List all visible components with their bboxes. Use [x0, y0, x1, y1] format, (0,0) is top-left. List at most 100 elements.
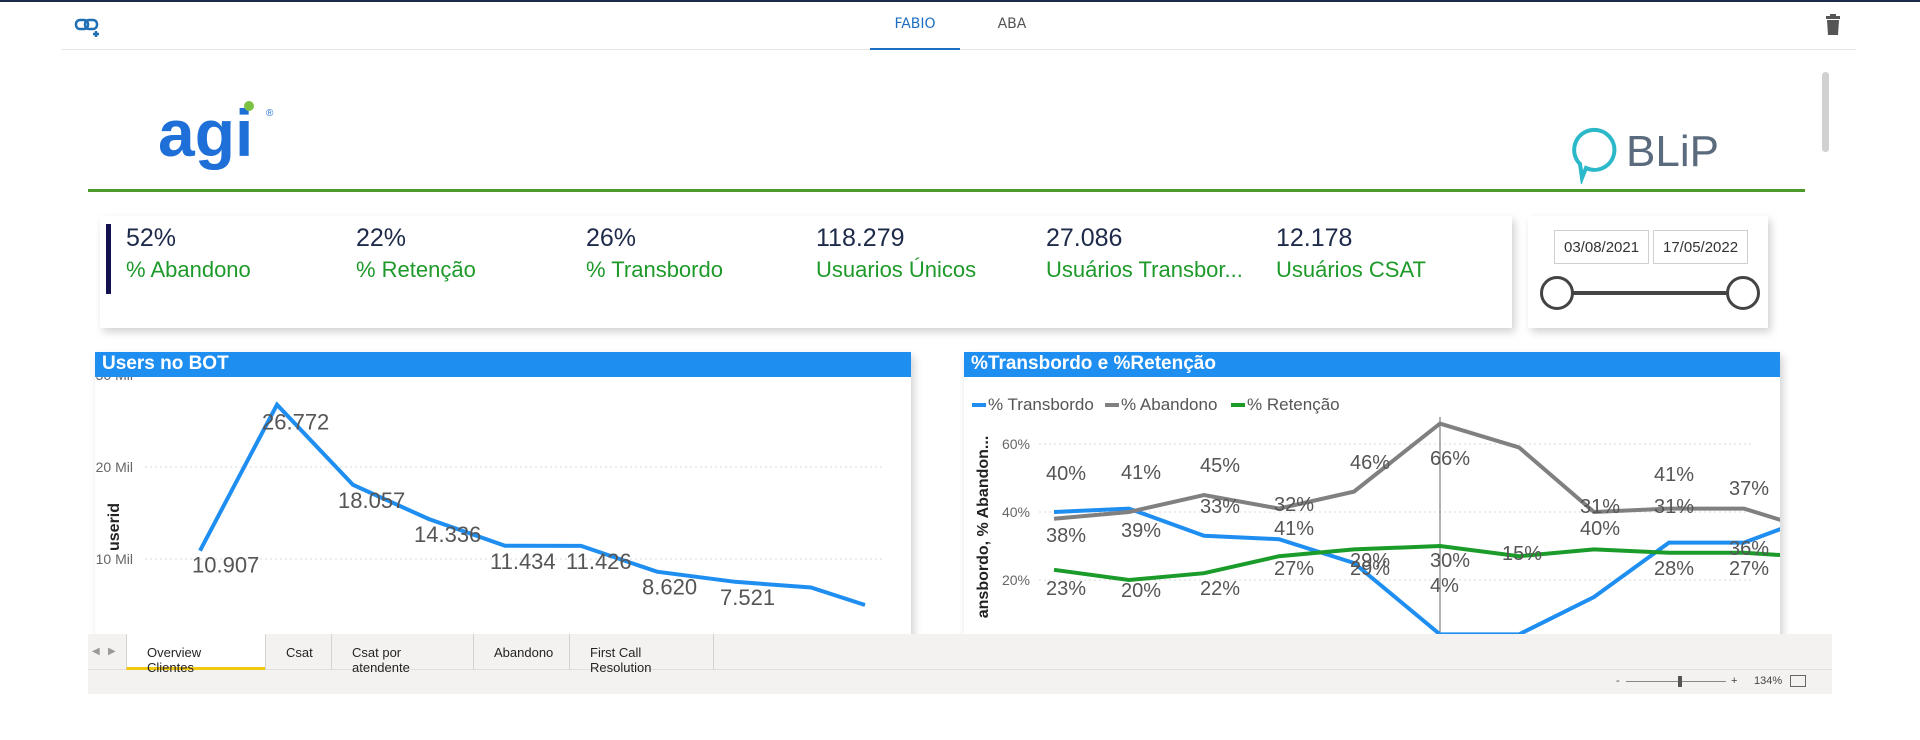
data-label-retencao: 22% [1200, 578, 1240, 600]
kpi-abandono: 52% % Abandono [126, 224, 251, 283]
kpi-usuarios-unicos: 118.279 Usuarios Únicos [816, 224, 976, 283]
data-label: 7.521 [720, 585, 775, 610]
data-label-abandono: 45% [1200, 455, 1240, 477]
end-date-input[interactable]: 17/05/2022 [1653, 230, 1749, 264]
kpi-label: Usuarios Únicos [816, 257, 977, 282]
data-label: 8.620 [642, 575, 697, 600]
data-label-transbordo: 4% [1430, 575, 1459, 597]
date-slider-start-handle[interactable] [1540, 276, 1574, 310]
svg-text:agi: agi [158, 96, 253, 170]
data-label: 11.426 [566, 549, 632, 574]
page-tab-abandono[interactable]: Abandono [473, 634, 569, 670]
next-page-icon[interactable]: ▶ [108, 646, 116, 657]
data-label-abandono: 40% [1580, 518, 1620, 540]
data-label-transbordo: 30% [1430, 550, 1470, 572]
data-label: 26.772 [262, 410, 329, 435]
y-tick-label: 20 Mil [96, 459, 133, 475]
add-link-icon[interactable] [74, 16, 104, 38]
data-label-transbordo: 33% [1200, 496, 1240, 518]
data-label-abandono: 41% [1274, 518, 1314, 540]
zoom-level: 134% [1754, 675, 1783, 687]
kpi-card: 52% % Abandono 22% % Retenção 26% % Tran… [100, 216, 1512, 328]
series-line [1053, 543, 1780, 583]
kpi-value: 27.086 [1046, 224, 1123, 252]
series-line [1053, 506, 1780, 634]
vertical-scrollbar[interactable] [1822, 72, 1829, 152]
page-tab-csat-atendente[interactable]: Csat por atendente [331, 634, 473, 675]
page-tab-csat[interactable]: Csat [265, 634, 331, 670]
kpi-value: 118.279 [816, 224, 905, 252]
report-canvas: agi ® BLiP 52% % Abandono 22% % Retenção… [88, 64, 1818, 634]
kpi-value: 26% [586, 224, 637, 252]
kpi-retencao: 22% % Retenção [356, 224, 476, 283]
kpi-label: Usuários CSAT [1276, 257, 1426, 282]
data-label: 11.434 [490, 549, 556, 574]
data-label-abandono: 66% [1430, 448, 1470, 470]
transbordo-line-chart: 60% 40% 20% ansbordo, % Abandon... % Transbo… [972, 395, 1780, 634]
legend-label: % Retenção [1247, 395, 1340, 414]
date-slider-track[interactable] [1552, 291, 1742, 295]
header-divider [88, 189, 1805, 192]
data-label-transbordo: 41% [1121, 462, 1161, 484]
y-tick-label: 60% [1002, 436, 1030, 452]
y-tick-label: 20% [1002, 572, 1030, 588]
series-line [1053, 421, 1780, 522]
y-axis-label: ansbordo, % Abandon... [975, 436, 992, 619]
data-label-retencao: 28% [1654, 558, 1694, 580]
blip-logo: BLiP [1568, 124, 1738, 186]
kpi-value: 52% [126, 224, 177, 252]
kpi-label: % Transbordo [586, 257, 723, 282]
kpi-value: 22% [356, 224, 407, 252]
prev-page-icon[interactable]: ◀ [92, 646, 100, 657]
kpi-label: % Abandono [126, 257, 251, 282]
data-label-abandono: 39% [1121, 520, 1161, 542]
chart-title: Users no BOT [95, 352, 911, 377]
trash-icon[interactable] [1824, 14, 1842, 36]
data-label-transbordo: 31% [1580, 496, 1620, 518]
svg-text:BLiP: BLiP [1626, 127, 1719, 176]
chart-title: %Transbordo e %Retenção [964, 352, 1780, 377]
kpi-transbordo: 26% % Transbordo [586, 224, 723, 283]
data-label-retencao: 27% [1729, 558, 1769, 580]
date-slicer: 03/08/2021 17/05/2022 [1528, 216, 1768, 328]
data-label-retencao: 23% [1046, 578, 1086, 600]
data-label: 14.336 [414, 522, 481, 547]
y-tick-label: 10 Mil [96, 551, 133, 567]
page-tabs: ◀ ▶ Overview Clientes Csat Csat por aten… [88, 634, 1832, 675]
legend-label: % Abandono [1121, 395, 1217, 414]
tab-aba[interactable]: ABA [997, 16, 1027, 32]
zoom-in-button[interactable]: + [1731, 675, 1738, 687]
page-tab-fcr[interactable]: First Call Resolution [569, 634, 714, 675]
zoom-bar: - + 134% [88, 670, 1832, 694]
zoom-slider[interactable] [1626, 681, 1726, 682]
agi-logo: agi ® [158, 94, 288, 174]
data-label: 18.057 [338, 488, 405, 513]
tab-bar: FABIO ABA [62, 2, 1856, 50]
data-label-transbordo: 31% [1654, 496, 1694, 518]
data-label-retencao: 27% [1274, 558, 1314, 580]
date-slider-end-handle[interactable] [1726, 276, 1760, 310]
page-tab-overview[interactable]: Overview Clientes [126, 634, 265, 675]
zoom-out-button[interactable]: - [1616, 675, 1620, 687]
y-tick-label: 40% [1002, 504, 1030, 520]
start-date-input[interactable]: 03/08/2021 [1554, 230, 1650, 264]
data-label-abandono: 41% [1654, 464, 1694, 486]
legend-label: % Transbordo [988, 395, 1094, 414]
transbordo-chart-card: %Transbordo e %Retenção 60% 40% 20% ansbord… [964, 352, 1780, 634]
fit-to-page-icon[interactable] [1790, 675, 1806, 687]
y-axis-label: userid [106, 503, 123, 551]
top-accent-line [0, 0, 1920, 2]
kpi-label: Usuários Transbor... [1046, 257, 1243, 282]
data-label-transbordo: 37% [1729, 478, 1769, 500]
kpi-label: % Retenção [356, 257, 476, 282]
report-footer: ◀ ▶ Overview Clientes Csat Csat por aten… [88, 634, 1832, 694]
zoom-slider-thumb[interactable] [1678, 676, 1682, 687]
tab-fabio[interactable]: FABIO [870, 16, 960, 50]
kpi-usuarios-csat: 12.178 Usuários CSAT [1276, 224, 1426, 283]
kpi-accent-bar [106, 224, 111, 294]
kpi-value: 12.178 [1276, 224, 1353, 252]
data-label-abandono: 46% [1350, 452, 1390, 474]
data-label: 10.907 [192, 553, 259, 578]
